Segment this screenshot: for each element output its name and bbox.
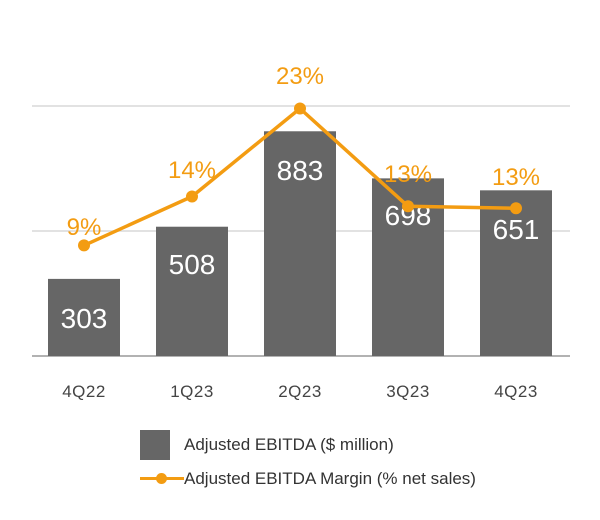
bar-1Q23 bbox=[156, 226, 228, 356]
legend-label-ebitda: Adjusted EBITDA ($ million) bbox=[184, 435, 394, 454]
x-tick-label: 4Q22 bbox=[62, 382, 106, 401]
legend-label-margin: Adjusted EBITDA Margin (% net sales) bbox=[184, 469, 476, 488]
bar-4Q23 bbox=[480, 190, 552, 356]
margin-value-label: 14% bbox=[168, 157, 216, 184]
margin-point-3Q23 bbox=[402, 200, 414, 213]
bar-value-label: 883 bbox=[277, 155, 324, 186]
margin-point-1Q23 bbox=[186, 190, 198, 203]
margin-point-4Q22 bbox=[78, 239, 90, 252]
bar-2Q23 bbox=[264, 131, 336, 356]
x-tick-label: 3Q23 bbox=[386, 382, 430, 401]
line-marker-icon bbox=[140, 464, 184, 494]
x-tick-label: 4Q23 bbox=[494, 382, 538, 401]
bar-value-label: 508 bbox=[169, 249, 216, 280]
bar-4Q22 bbox=[48, 278, 120, 356]
bar-swatch-icon bbox=[140, 430, 170, 460]
margin-value-label: 23% bbox=[276, 63, 324, 90]
bar-value-label: 303 bbox=[61, 303, 108, 334]
margin-value-label: 13% bbox=[492, 164, 540, 191]
margin-point-4Q23 bbox=[510, 202, 522, 215]
legend-item-margin: Adjusted EBITDA Margin (% net sales) bbox=[140, 462, 476, 496]
margin-value-label: 13% bbox=[384, 161, 432, 188]
margin-point-2Q23 bbox=[294, 102, 306, 115]
legend-item-ebitda: Adjusted EBITDA ($ million) bbox=[140, 428, 476, 462]
bar-value-label: 651 bbox=[493, 214, 540, 245]
x-tick-label: 2Q23 bbox=[278, 382, 322, 401]
x-tick-label: 1Q23 bbox=[170, 382, 214, 401]
margin-value-label: 9% bbox=[67, 214, 102, 241]
chart-legend: Adjusted EBITDA ($ million) Adjusted EBI… bbox=[140, 428, 476, 496]
